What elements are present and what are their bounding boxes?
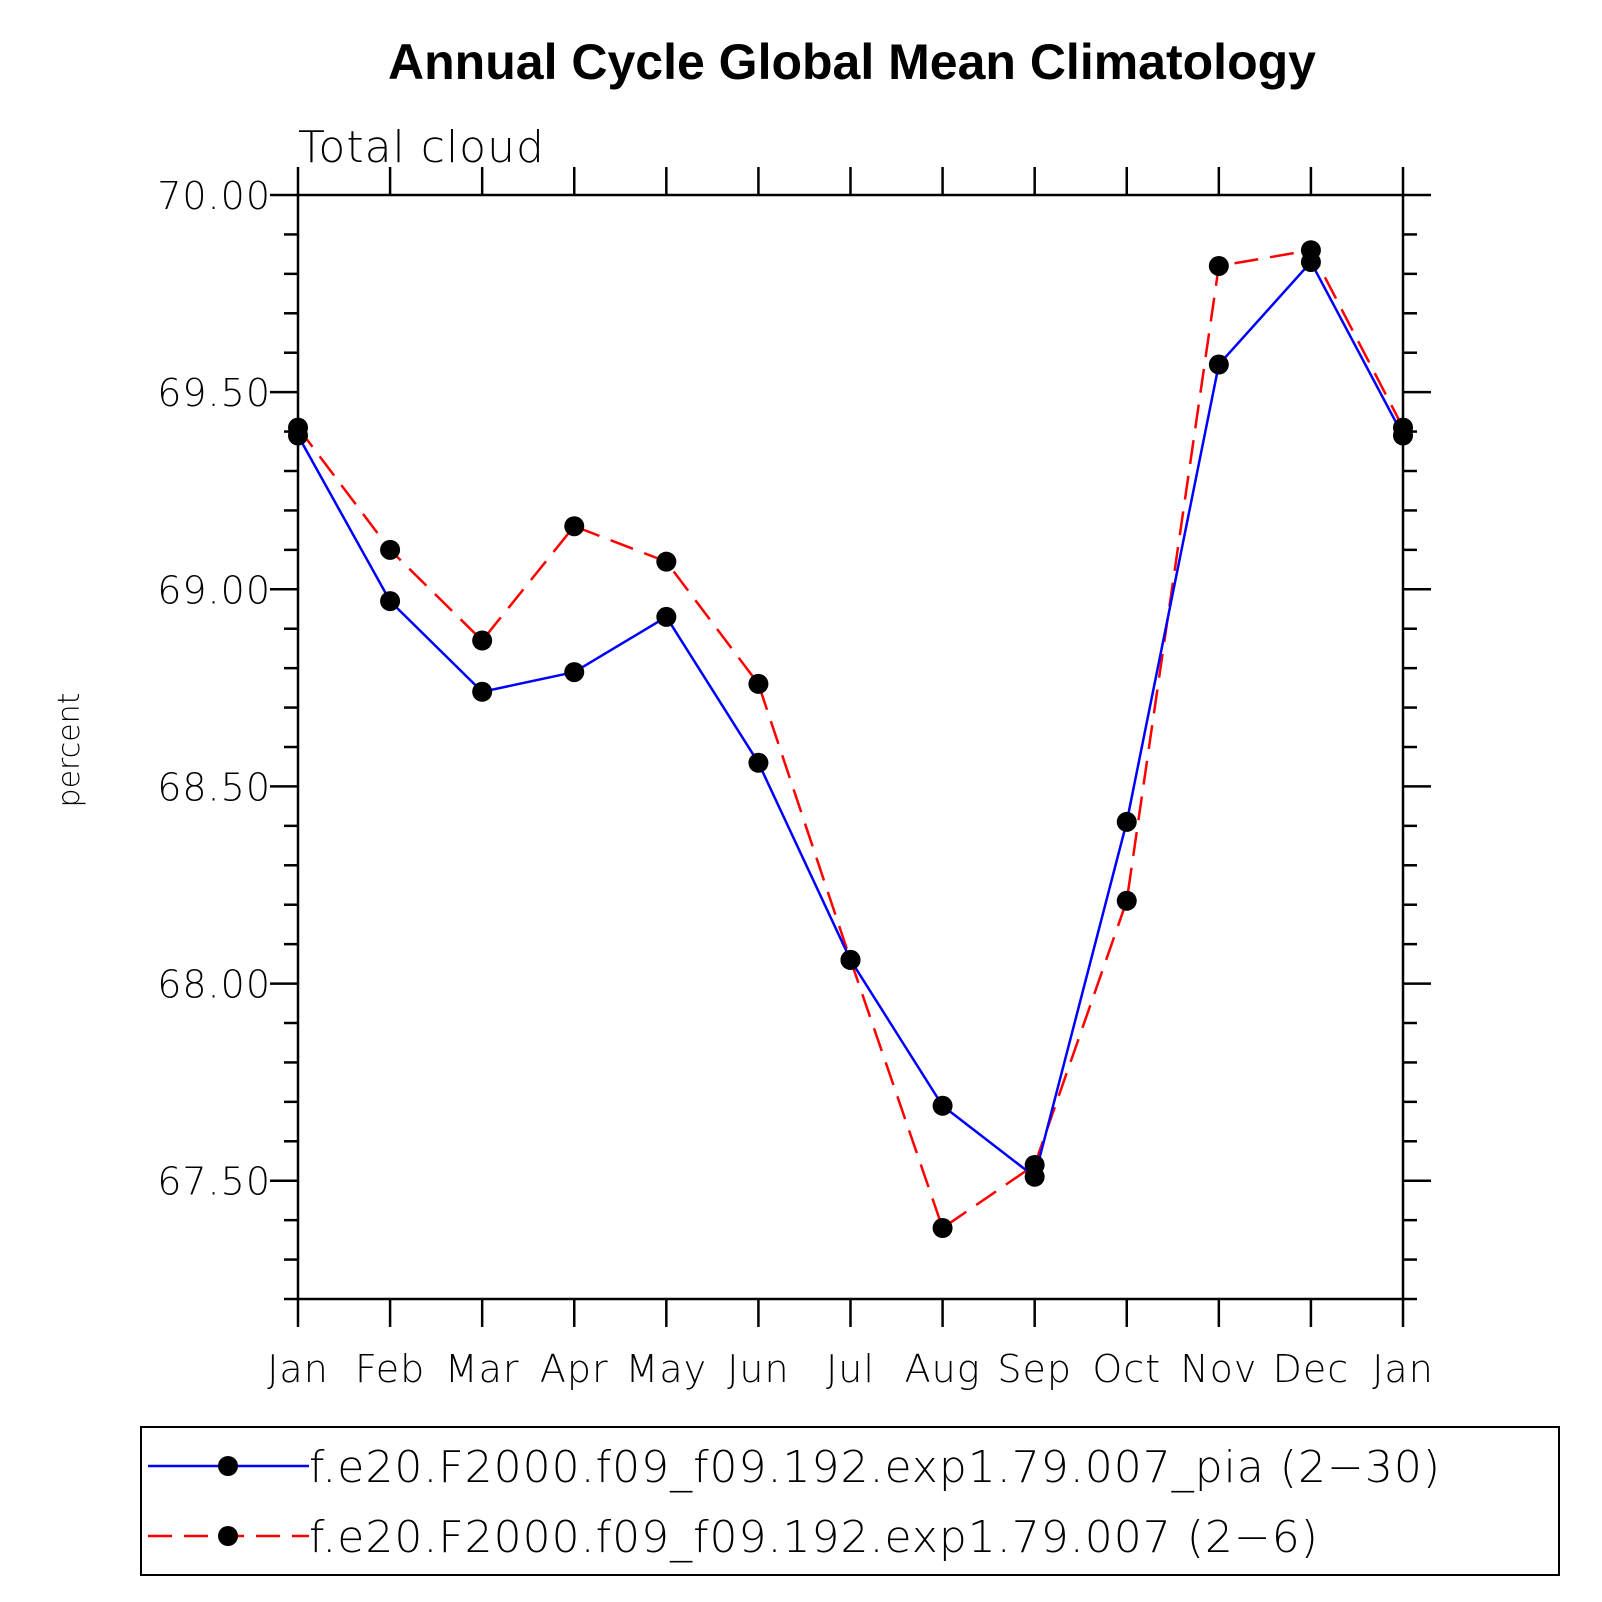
plot-frame (296, 193, 1405, 1301)
x-tick-label: Mar (445, 1347, 520, 1391)
x-tick-label: Apr (540, 1347, 609, 1391)
data-point-series-2-nov (1208, 255, 1229, 276)
data-point-series-1-mar (472, 681, 493, 702)
data-point-series-1-jul (840, 949, 861, 970)
data-point-series-1-apr (564, 662, 585, 683)
data-point-series-1-nov (1208, 354, 1229, 375)
chart-subtitle: Total cloud (298, 122, 545, 173)
x-tick-label: May (626, 1347, 708, 1391)
x-tick-label: Jul (826, 1347, 875, 1391)
data-point-series-1-feb (380, 591, 401, 612)
series-layer (288, 240, 1413, 1239)
x-tick-label: Jan (1372, 1347, 1434, 1391)
data-point-series-1-oct (1116, 811, 1137, 832)
data-point-series-1-jun (748, 752, 769, 773)
legend-marker-series-2 (218, 1526, 238, 1546)
y-tick-label: 68.50 (157, 765, 271, 809)
legend: f.e20.F2000.f09_f09.192.exp1.79.007_pia … (140, 1426, 1560, 1576)
data-point-series-2-jun (748, 673, 769, 694)
y-tick-label: 67.50 (157, 1160, 271, 1204)
legend-label-series-2: f.e20.F2000.f09_f09.192.exp1.79.007 (2−6… (309, 1512, 1319, 1563)
series-markers (288, 240, 1413, 1239)
x-tick-label: Sep (997, 1347, 1072, 1391)
legend-marker-series-1 (218, 1456, 238, 1476)
y-tick-label: 69.00 (157, 568, 271, 612)
x-tick-label: Nov (1180, 1347, 1257, 1391)
data-point-series-2-mar (472, 630, 493, 651)
series-lines (296, 248, 1405, 1230)
x-tick-label: Jan (267, 1347, 329, 1391)
data-point-series-2-apr (564, 516, 585, 537)
x-tick-label: Jun (727, 1347, 789, 1391)
x-tick-label: Dec (1273, 1347, 1350, 1391)
series-line-2 (297, 248, 1405, 1230)
data-point-series-1-aug (932, 1095, 953, 1116)
data-point-series-2-oct (1116, 890, 1137, 911)
y-tick-label: 69.50 (157, 371, 271, 415)
x-tick-label: Oct (1092, 1347, 1161, 1391)
data-point-series-2-may (656, 551, 677, 572)
data-point-series-2-feb (380, 539, 401, 560)
data-point-series-1-jan (288, 425, 308, 446)
plot-border (296, 193, 1405, 1301)
y-axis-label: percent (52, 693, 87, 808)
series-line-1 (296, 259, 1405, 1179)
data-point-series-1-may (656, 606, 677, 627)
y-tick-label: 68.00 (157, 963, 271, 1007)
x-tick-label: Feb (355, 1347, 425, 1391)
data-point-series-1-dec (1300, 252, 1321, 273)
data-point-series-1-sep (1024, 1166, 1045, 1187)
axis-ticks (270, 167, 1431, 1327)
x-tick-label: Aug (905, 1347, 981, 1391)
data-point-series-1-jan (1393, 425, 1413, 446)
data-point-series-2-aug (932, 1218, 953, 1239)
y-tick-label: 70.00 (157, 174, 271, 218)
chart-title: Annual Cycle Global Mean Climatology (388, 34, 1316, 90)
legend-label-series-1: f.e20.F2000.f09_f09.192.exp1.79.007_pia … (309, 1442, 1441, 1493)
legend-box (140, 1426, 1560, 1576)
axis-tick-labels: Jan Feb Mar Apr May Jun Jul Aug Sep Oct Nov Dec Jan 6… (157, 174, 1434, 1391)
